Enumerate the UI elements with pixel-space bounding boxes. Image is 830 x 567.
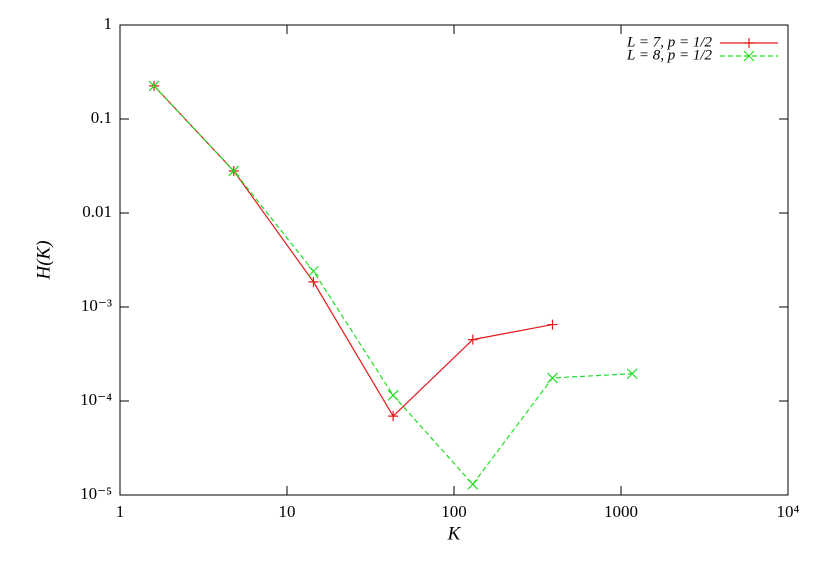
- marker: [547, 372, 558, 384]
- legend-label: L = 8, p = 1/2: [626, 47, 712, 63]
- marker: [228, 165, 240, 177]
- marker: [626, 368, 638, 380]
- y-tick-label: 10⁻³: [81, 296, 112, 315]
- plot-frame: [119, 24, 789, 496]
- x-tick-label: 10⁴: [777, 502, 800, 521]
- x-tick-label: 10: [279, 502, 296, 521]
- legend-marker: [744, 38, 754, 48]
- legend-marker: [743, 50, 755, 62]
- x-tick-label: 100: [441, 502, 467, 521]
- series-line: [153, 85, 553, 418]
- x-tick-label: 1000: [604, 502, 638, 521]
- x-axis-label: K: [447, 523, 462, 544]
- y-tick-label: 0.01: [82, 202, 112, 221]
- y-axis-label: H(K): [33, 240, 54, 280]
- y-tick-label: 10⁻⁴: [80, 390, 112, 409]
- series-line: [153, 85, 633, 486]
- marker: [387, 389, 399, 401]
- y-tick-label: 10⁻⁵: [80, 484, 112, 503]
- marker: [467, 334, 478, 345]
- y-tick-label: 0.1: [91, 108, 112, 127]
- legend-label: L = 7, p = 1/2: [626, 34, 712, 50]
- y-tick-label: 1: [104, 14, 113, 33]
- marker: [148, 80, 160, 92]
- x-tick-label: 1: [116, 502, 125, 521]
- marker: [388, 411, 399, 422]
- marker: [308, 276, 319, 287]
- marker: [308, 265, 319, 277]
- marker: [467, 478, 479, 490]
- marker: [547, 319, 558, 330]
